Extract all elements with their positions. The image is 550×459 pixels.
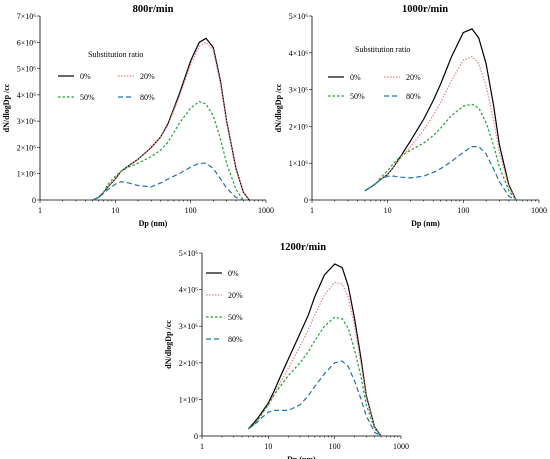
x-tick-label: 10 xyxy=(384,206,392,215)
chart-title: 800r/min xyxy=(133,4,174,15)
series-line-50pct xyxy=(248,316,382,437)
legend-label: 80% xyxy=(406,92,421,101)
series-line-80pct xyxy=(92,162,244,201)
chart-panel-1: 800r/min 1 10 100 1000 0 1×10⁶ 2×10⁶ 3×10⁶ 4×10⁶ 5… xyxy=(2,4,274,228)
series-line-80pct xyxy=(248,360,382,437)
y-tick-label: 2×10⁶ xyxy=(17,143,37,152)
series-line-50pct xyxy=(92,100,244,201)
y-tick-label: 4×10⁶ xyxy=(179,286,199,295)
legend-label: 50% xyxy=(350,92,365,101)
y-tick-label: 6×10⁶ xyxy=(17,38,37,47)
y-tick-label: 0 xyxy=(32,196,36,205)
y-tick-label: 1×10⁶ xyxy=(289,159,309,168)
legend-label: 50% xyxy=(80,93,95,102)
y-tick-label: 0 xyxy=(194,432,198,441)
series-line-80pct xyxy=(364,146,517,201)
legend-label: 0% xyxy=(350,73,361,82)
legend-label: 80% xyxy=(140,93,155,102)
x-axis-title: Dp (nm) xyxy=(411,219,440,228)
legend-label: 50% xyxy=(228,313,243,322)
y-tick-label: 5×10⁶ xyxy=(289,12,309,21)
legend-label: 20% xyxy=(140,72,155,81)
chart-panel-2: 1000r/min 1 10 100 1000 0 1×10⁶ 2×10⁶ 3×10⁶ 4×10⁶… xyxy=(274,4,547,228)
series-line-20pct xyxy=(92,41,250,201)
series-line-50pct xyxy=(364,103,517,201)
x-axis-title: Dp (nm) xyxy=(139,219,168,228)
y-tick-label: 0 xyxy=(304,196,308,205)
y-axis-title: dN/dlogDp /cc xyxy=(274,83,283,132)
legend-title: Substitution ratio xyxy=(355,45,410,54)
chart-title: 1000r/min xyxy=(402,4,448,15)
y-tick-label: 1×10⁶ xyxy=(17,170,37,179)
y-tick-label: 4×10⁶ xyxy=(289,49,309,58)
x-tick-label: 1000 xyxy=(531,206,547,215)
chart-title: 1200r/min xyxy=(280,242,326,253)
x-tick-label: 1000 xyxy=(258,206,274,215)
axis-lines xyxy=(39,16,266,201)
x-tick-label: 100 xyxy=(329,442,341,451)
x-tick-label: 1000 xyxy=(393,442,409,451)
legend-label: 20% xyxy=(406,73,421,82)
y-tick-label: 5×10⁶ xyxy=(17,65,37,74)
legend-title: Substitution ratio xyxy=(88,50,143,59)
y-tick-label: 2×10⁶ xyxy=(289,122,309,131)
axis-lines xyxy=(311,16,539,201)
y-tick-label: 3×10⁶ xyxy=(289,86,309,95)
x-tick-label: 10 xyxy=(264,442,272,451)
y-tick-label: 7×10⁶ xyxy=(17,12,37,21)
chart-panel-3: 1200r/min 1 10 100 1000 0 1×10⁶ 2×10⁶ 3×10⁶ 4×10⁶… xyxy=(164,242,409,459)
y-tick-label: 1×10⁶ xyxy=(179,395,199,404)
series-line-20pct xyxy=(248,281,382,437)
x-tick-label: 1 xyxy=(310,206,314,215)
y-tick-label: 3×10⁶ xyxy=(179,322,199,331)
y-tick-label: 4×10⁶ xyxy=(17,91,37,100)
legend-label: 0% xyxy=(80,72,91,81)
legend-label: 80% xyxy=(228,335,243,344)
legend-label: 0% xyxy=(228,269,239,278)
y-tick-label: 5×10⁶ xyxy=(179,249,199,258)
y-tick-label: 2×10⁶ xyxy=(179,359,199,368)
y-tick-label: 3×10⁶ xyxy=(17,117,37,126)
y-axis-title: dN/dlogDp /cc xyxy=(164,320,173,369)
series-line-0pct xyxy=(247,263,382,437)
x-tick-label: 1 xyxy=(200,442,204,451)
x-axis-title: Dp (nm) xyxy=(287,455,316,459)
x-tick-label: 100 xyxy=(457,206,469,215)
x-tick-label: 10 xyxy=(111,206,119,215)
x-tick-label: 100 xyxy=(185,206,197,215)
legend-label: 20% xyxy=(228,291,243,300)
x-tick-label: 1 xyxy=(38,206,42,215)
y-axis-title: dN/dlogDp /cc xyxy=(2,83,11,132)
